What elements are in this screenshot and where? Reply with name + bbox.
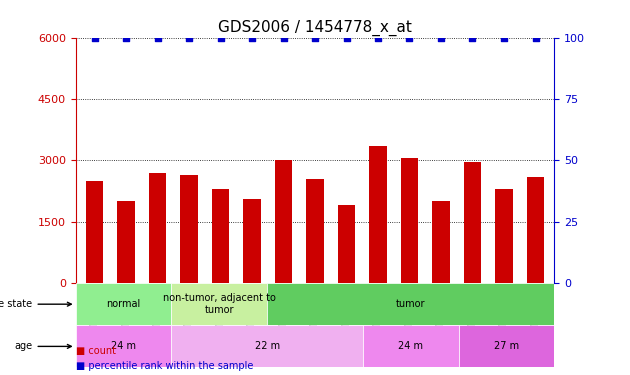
FancyBboxPatch shape [267, 283, 554, 325]
Bar [180, 175, 198, 283]
Title: GDS2006 / 1454778_x_at: GDS2006 / 1454778_x_at [218, 20, 412, 36]
FancyBboxPatch shape [363, 325, 459, 368]
Point [404, 34, 415, 40]
Bar [149, 172, 166, 283]
Bar [464, 162, 481, 283]
Point [467, 34, 478, 40]
Text: disease state: disease state [0, 299, 71, 309]
Point [152, 34, 163, 40]
Point [530, 34, 541, 40]
Point [341, 34, 352, 40]
FancyBboxPatch shape [171, 325, 363, 368]
Point [373, 34, 383, 40]
Point [247, 34, 257, 40]
FancyBboxPatch shape [171, 283, 267, 325]
Bar [401, 158, 418, 283]
Text: 27 m: 27 m [494, 341, 519, 351]
Text: ■ count: ■ count [76, 346, 115, 356]
Bar [495, 189, 513, 283]
Text: ■ percentile rank within the sample: ■ percentile rank within the sample [76, 361, 253, 371]
Text: 24 m: 24 m [398, 341, 423, 351]
Text: tumor: tumor [396, 299, 425, 309]
Text: 22 m: 22 m [255, 341, 280, 351]
Text: 24 m: 24 m [111, 341, 136, 351]
Bar [86, 181, 103, 283]
Point [278, 34, 289, 40]
Text: normal: normal [106, 299, 140, 309]
Point [436, 34, 446, 40]
FancyBboxPatch shape [76, 325, 171, 368]
Point [215, 34, 226, 40]
FancyBboxPatch shape [76, 283, 171, 325]
Point [89, 34, 100, 40]
FancyBboxPatch shape [459, 325, 554, 368]
Bar [306, 179, 324, 283]
Point [184, 34, 194, 40]
Point [121, 34, 131, 40]
Bar [243, 199, 261, 283]
Point [499, 34, 509, 40]
Bar [275, 160, 292, 283]
Text: non-tumor, adjacent to
tumor: non-tumor, adjacent to tumor [163, 293, 276, 315]
Bar [117, 201, 135, 283]
Bar [369, 146, 387, 283]
Bar [527, 177, 544, 283]
Text: age: age [14, 341, 71, 351]
Bar [432, 201, 450, 283]
Point [310, 34, 320, 40]
Bar [338, 206, 355, 283]
Bar [212, 189, 229, 283]
